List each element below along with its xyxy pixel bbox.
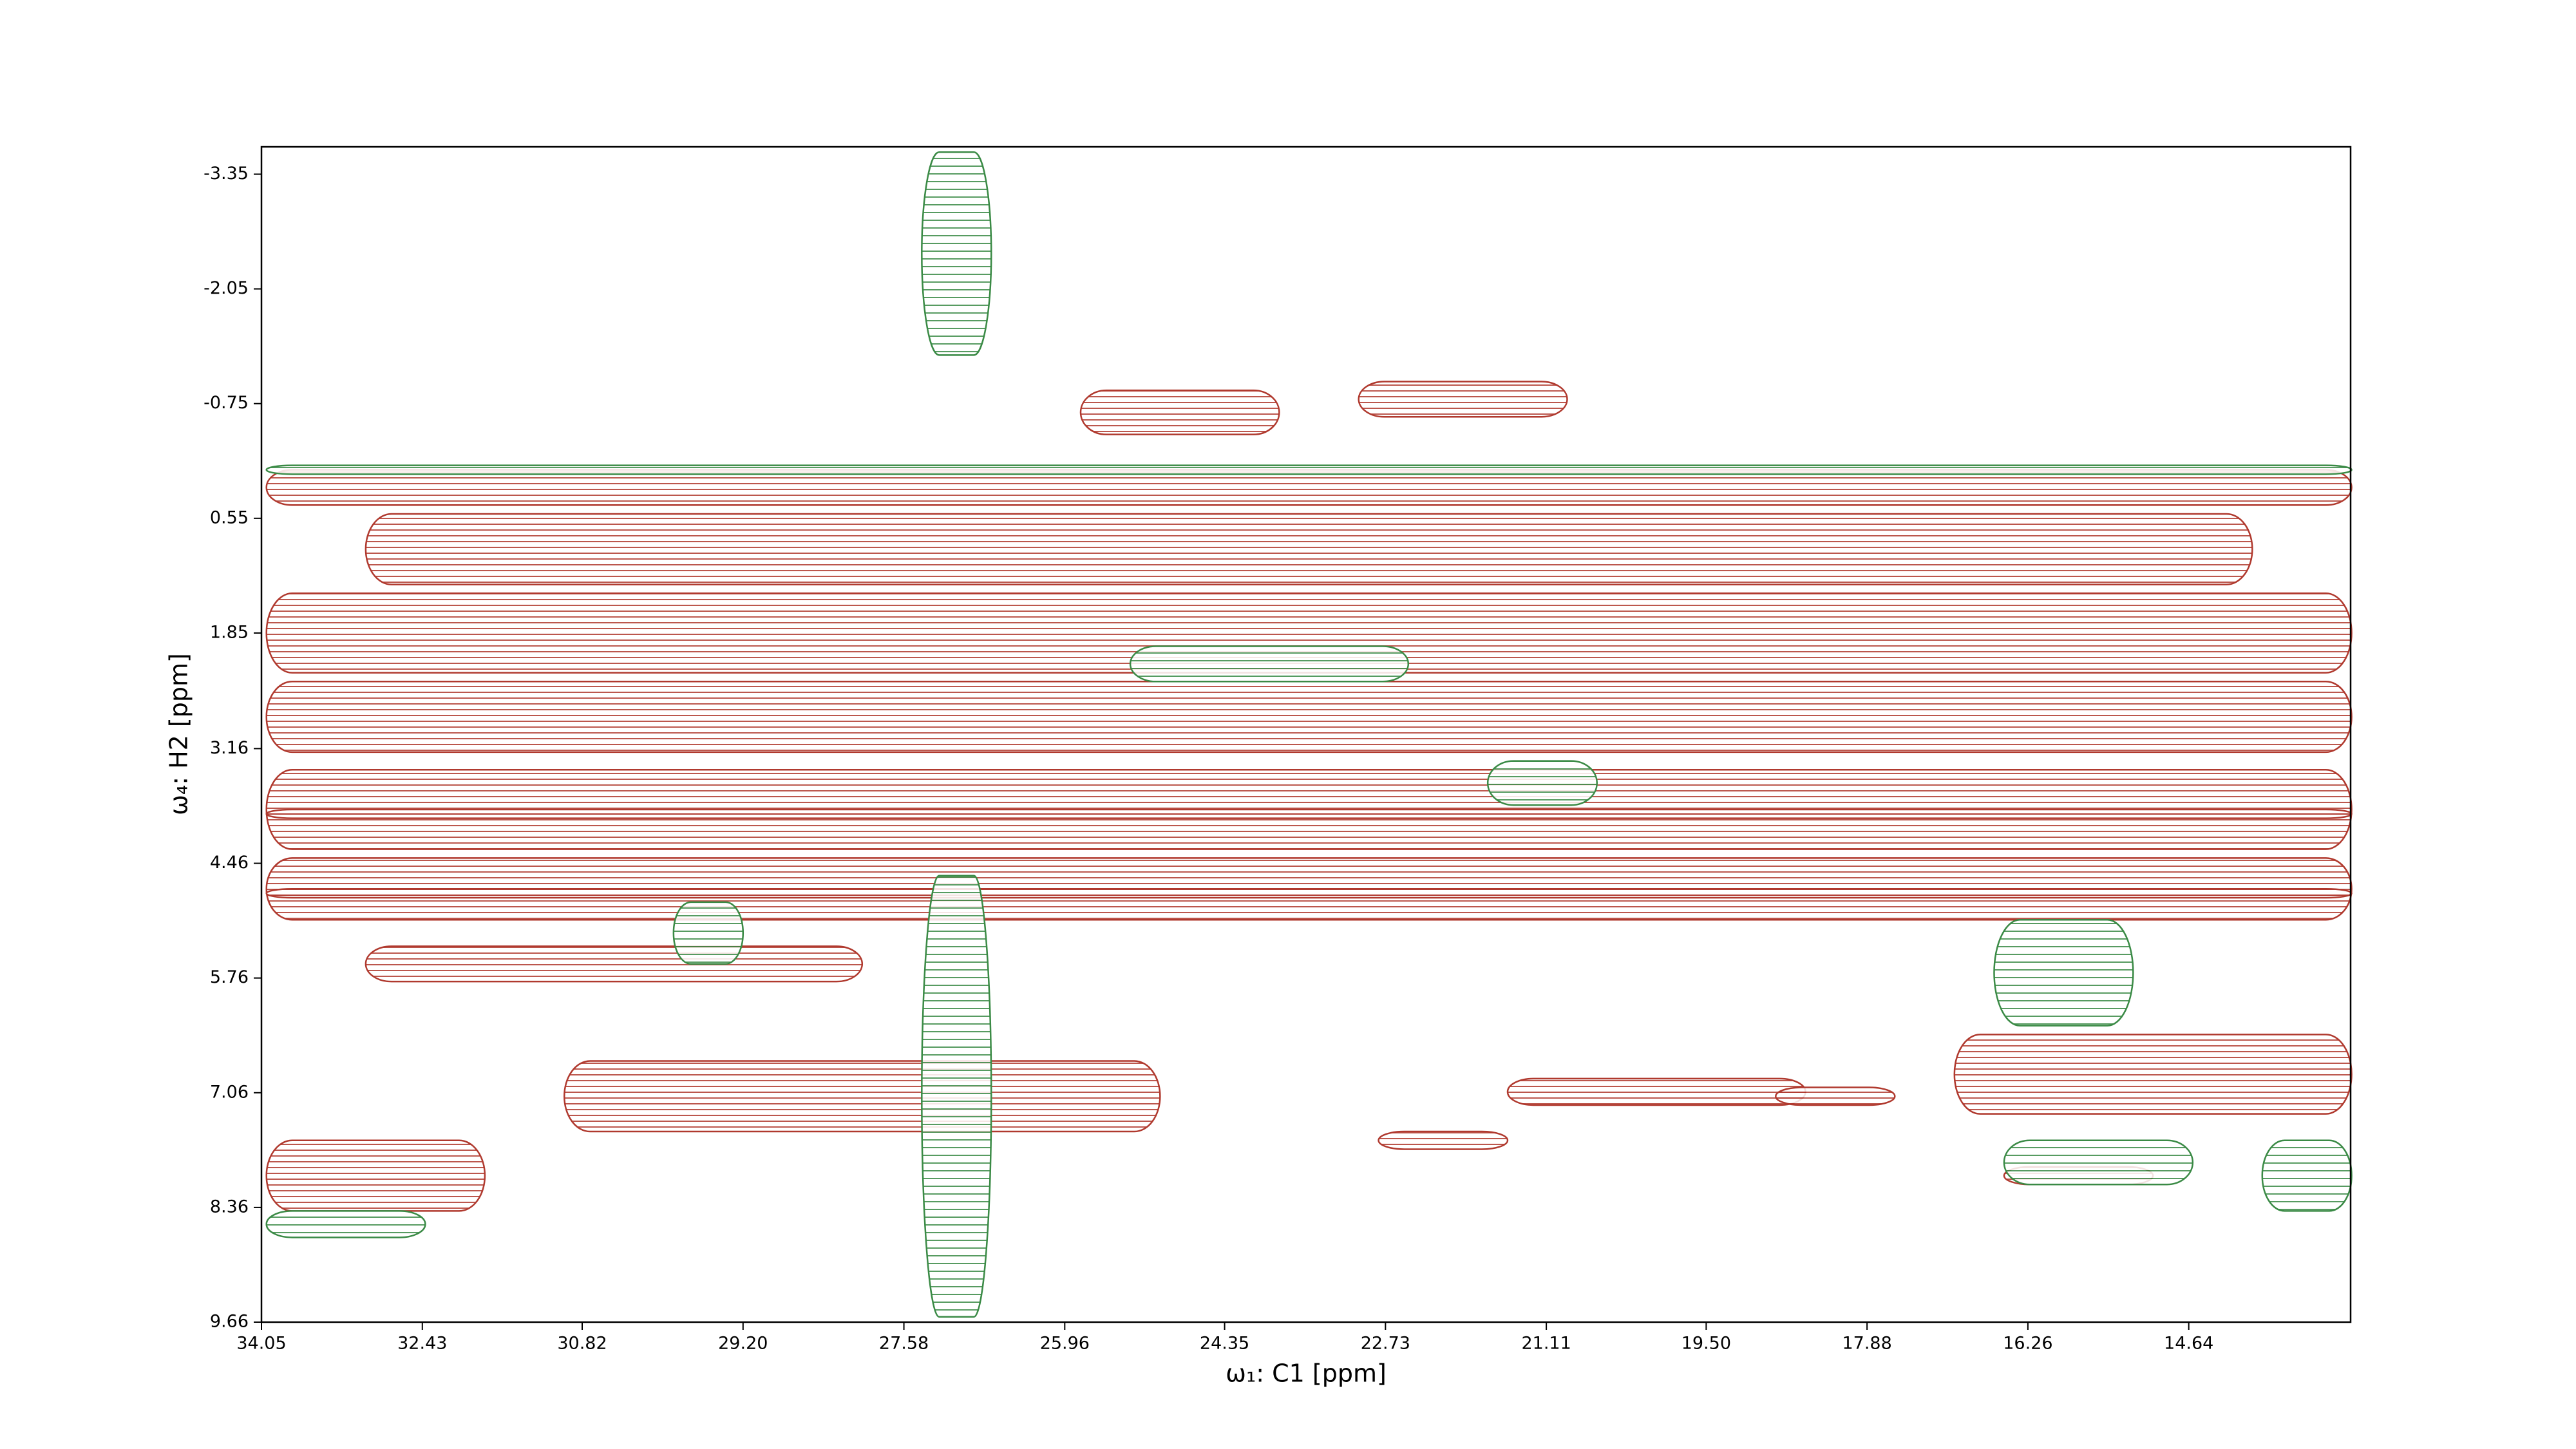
contour-region xyxy=(1378,1130,1509,1150)
y-tick-label: 1.85 xyxy=(210,622,249,642)
y-tick-label: -0.75 xyxy=(204,393,249,413)
contour-region xyxy=(1775,1086,1896,1106)
contour-region xyxy=(1506,1077,1806,1106)
contour-region xyxy=(921,875,992,1318)
contour-region xyxy=(564,1060,1161,1133)
contour-region xyxy=(265,808,2353,819)
y-tick-label: 7.06 xyxy=(210,1082,249,1102)
y-tick-label: 5.76 xyxy=(210,967,249,987)
contour-region xyxy=(265,464,2353,475)
contour-region xyxy=(1993,918,2134,1027)
contour-region xyxy=(1129,645,1410,683)
contour-region xyxy=(265,1139,486,1212)
contour-region xyxy=(672,901,744,965)
x-tick-label: 34.05 xyxy=(236,1334,286,1354)
x-tick-label: 17.88 xyxy=(1842,1334,1891,1354)
y-tick-label: 8.36 xyxy=(210,1197,249,1217)
contour-region xyxy=(265,681,2353,753)
x-tick-label: 29.20 xyxy=(718,1334,768,1354)
x-tick-label: 21.11 xyxy=(1521,1334,1571,1354)
x-tick-label: 19.50 xyxy=(1681,1334,1731,1354)
contour-region xyxy=(265,888,2353,899)
x-tick-label: 14.64 xyxy=(2164,1334,2213,1354)
contour-region xyxy=(921,151,992,356)
contour-region xyxy=(1953,1034,2353,1115)
y-tick-label: -2.05 xyxy=(204,278,249,298)
y-tick-label: -3.35 xyxy=(204,164,249,184)
contour-region xyxy=(365,513,2253,585)
x-tick-label: 24.35 xyxy=(1200,1334,1249,1354)
contour-region xyxy=(265,1210,426,1238)
x-axis-label: ω₁: C1 [ppm] xyxy=(1226,1359,1387,1388)
contour-region xyxy=(1486,760,1598,806)
y-tick-label: 4.46 xyxy=(210,853,249,873)
contour-region xyxy=(1079,389,1280,435)
x-tick-label: 27.58 xyxy=(879,1334,929,1354)
y-tick-label: 0.55 xyxy=(210,507,249,527)
contour-region xyxy=(2003,1139,2194,1186)
y-axis-label: ω₄: H2 [ppm] xyxy=(165,653,193,815)
contour-region xyxy=(1358,381,1568,418)
y-tick-label: 3.16 xyxy=(210,738,249,758)
contour-region xyxy=(265,469,2353,506)
x-tick-label: 22.73 xyxy=(1361,1334,1410,1354)
x-tick-label: 16.26 xyxy=(2003,1334,2052,1354)
contour-region xyxy=(2261,1139,2353,1212)
plot-frame xyxy=(260,146,2352,1323)
x-tick-label: 32.43 xyxy=(397,1334,447,1354)
x-tick-label: 25.96 xyxy=(1040,1334,1090,1354)
contour-region xyxy=(365,945,864,983)
y-tick-label: 9.66 xyxy=(210,1312,249,1332)
x-tick-label: 30.82 xyxy=(557,1334,607,1354)
